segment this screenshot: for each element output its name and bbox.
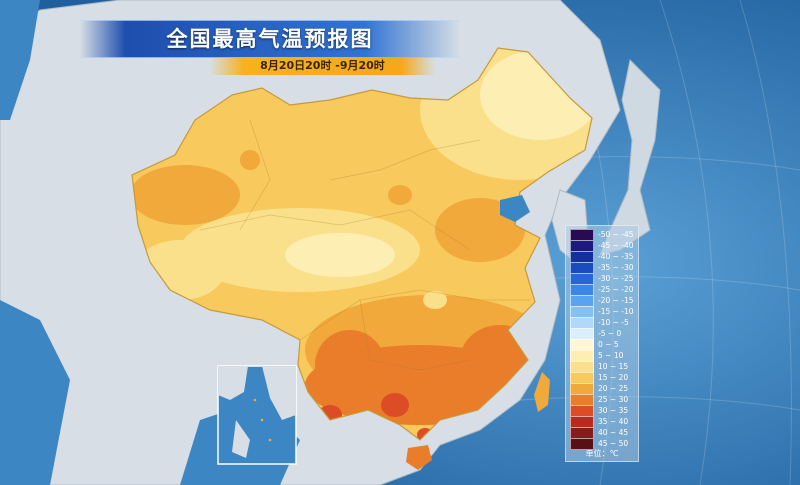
legend-label: -30 ~ -25 xyxy=(598,274,634,283)
legend-row: -50 ~ -45 xyxy=(570,228,634,241)
legend-row: 5 ~ 10 xyxy=(570,349,624,362)
legend-row: -45 ~ -40 xyxy=(570,239,634,252)
legend-label: -40 ~ -35 xyxy=(598,252,634,261)
temperature-legend: 单位：℃ -50 ~ -45 -45 ~ -40 -40 ~ -35 -35 ~ -3… xyxy=(565,225,639,462)
legend-row: 30 ~ 35 xyxy=(570,404,629,417)
legend-row: -25 ~ -20 xyxy=(570,283,634,296)
legend-swatch xyxy=(570,437,594,450)
legend-row: -20 ~ -15 xyxy=(570,294,634,307)
legend-row: -10 ~ -5 xyxy=(570,316,629,329)
legend-row: 35 ~ 40 xyxy=(570,415,629,428)
legend-row: -15 ~ -10 xyxy=(570,305,634,318)
legend-label: -45 ~ -40 xyxy=(598,241,634,250)
legend-row: -30 ~ -25 xyxy=(570,272,634,285)
hainan xyxy=(406,445,432,470)
legend-label: -25 ~ -20 xyxy=(598,285,634,294)
taiwan xyxy=(534,372,550,412)
legend-label: 20 ~ 25 xyxy=(598,384,629,393)
legend-label: -5 ~ 0 xyxy=(598,329,622,338)
legend-label: 10 ~ 15 xyxy=(598,362,629,371)
legend-label: 30 ~ 35 xyxy=(598,406,629,415)
legend-label: 15 ~ 20 xyxy=(598,373,629,382)
legend-row: 45 ~ 50 xyxy=(570,437,629,450)
legend-label: 45 ~ 50 xyxy=(598,439,629,448)
legend-row: 25 ~ 30 xyxy=(570,393,629,406)
legend-label: 5 ~ 10 xyxy=(598,351,624,360)
legend-row: 10 ~ 15 xyxy=(570,360,629,373)
legend-row: 20 ~ 25 xyxy=(570,382,629,395)
western-water xyxy=(0,300,70,485)
map-title: 全国最高气温预报图 xyxy=(166,27,374,51)
legend-label: 35 ~ 40 xyxy=(598,417,629,426)
date-banner: 8月20日20时 -9月20时 xyxy=(210,57,435,75)
legend-label: -20 ~ -15 xyxy=(598,296,634,305)
province-borders xyxy=(199,119,530,371)
china-outline xyxy=(131,47,593,441)
legend-unit: 单位：℃ xyxy=(585,449,619,458)
legend-row: -5 ~ 0 xyxy=(570,327,622,340)
south-china-sea-inset xyxy=(217,365,297,465)
legend-label: 25 ~ 30 xyxy=(598,395,629,404)
legend-row: 0 ~ 5 xyxy=(570,338,619,351)
legend-label: -10 ~ -5 xyxy=(598,318,629,327)
legend-row: 15 ~ 20 xyxy=(570,371,629,384)
legend-label: -50 ~ -45 xyxy=(598,230,634,239)
legend-label: -35 ~ -30 xyxy=(598,263,634,272)
legend-row: -35 ~ -30 xyxy=(570,261,634,274)
legend-label: 0 ~ 5 xyxy=(598,340,619,349)
china-temperature-field xyxy=(132,48,592,440)
forecast-period: 8月20日20时 -9月20时 xyxy=(260,59,385,72)
bohai-sea xyxy=(500,195,530,222)
legend-row: -40 ~ -35 xyxy=(570,250,634,263)
northwest-water xyxy=(0,0,40,120)
legend-label: -15 ~ -10 xyxy=(598,307,634,316)
title-banner: 全国最高气温预报图 xyxy=(80,20,460,58)
legend-label: 40 ~ 45 xyxy=(598,428,629,437)
legend-row: 40 ~ 45 xyxy=(570,426,629,439)
